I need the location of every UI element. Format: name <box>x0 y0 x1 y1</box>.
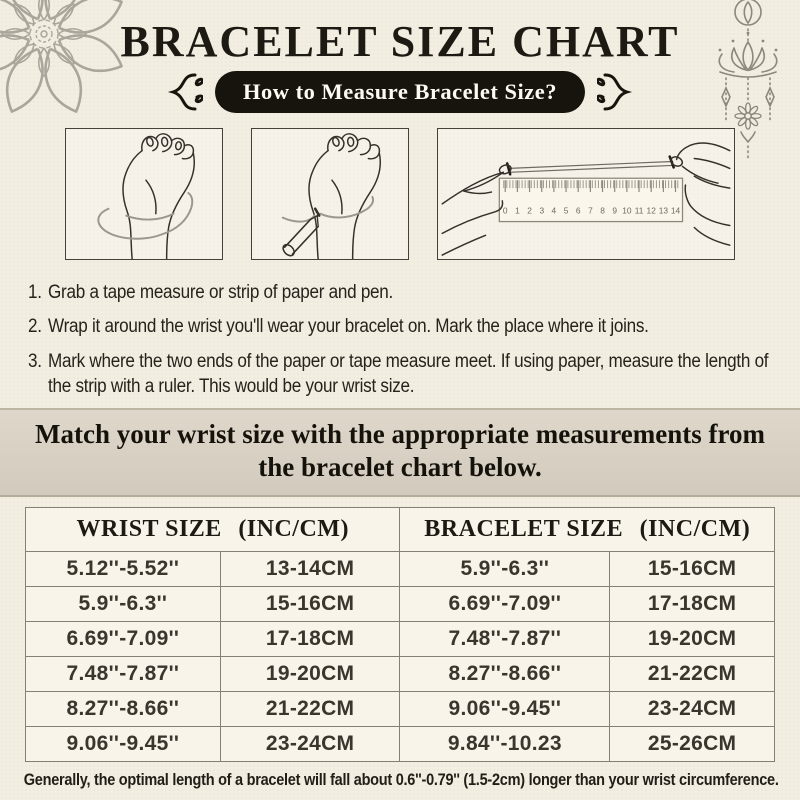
table-cell: 17-18CM <box>219 621 401 658</box>
ruler-number: 1 <box>515 206 520 216</box>
ruler-number: 0 <box>503 206 508 216</box>
ruler-number: 8 <box>600 206 605 216</box>
table-header-row: WRIST SIZE (INC/CM) BRACELET SIZE (INC/C… <box>24 507 775 553</box>
ruler-number: 11 <box>635 206 644 216</box>
flourish-right-icon <box>597 73 633 111</box>
wrist-size-header: WRIST SIZE (INC/CM) <box>24 507 401 553</box>
header-unit: (INC/CM) <box>639 516 751 543</box>
table-cell: 5.12''-5.52'' <box>25 551 221 588</box>
table-cell: 15-16CM <box>219 586 401 623</box>
ruler-number: 9 <box>612 206 617 216</box>
match-size-banner: Match your wrist size with the appropria… <box>0 407 800 498</box>
illustration-ruler-measure: 0 1 2 3 4 5 6 7 8 9 10 11 12 13 14 <box>437 128 735 261</box>
table-cell: 8.27''-8.66'' <box>399 656 611 693</box>
header-name: WRIST SIZE <box>76 516 222 543</box>
table-row: 5.12''-5.52'' 13-14CM 5.9''-6.3'' 15-16C… <box>25 551 775 588</box>
footer-note: Generally, the optimal length of a brace… <box>23 771 779 790</box>
table-cell: 8.27''-8.66'' <box>25 691 221 728</box>
table-cell: 5.9''-6.3'' <box>399 551 611 588</box>
table-cell: 9.06''-9.45'' <box>399 691 611 728</box>
step-1: 1. Grab a tape measure or strip of paper… <box>28 280 771 305</box>
table-row: 6.69''-7.09'' 17-18CM 7.48''-7.87'' 19-2… <box>25 621 775 658</box>
illustration-row: 0 1 2 3 4 5 6 7 8 9 10 11 12 13 14 <box>0 128 800 261</box>
size-table: WRIST SIZE (INC/CM) BRACELET SIZE (INC/C… <box>24 507 775 763</box>
table-cell: 6.69''-7.09'' <box>399 586 611 623</box>
mark-wrist-pen-icon <box>281 133 381 260</box>
step-2: 2. Wrap it around the wrist you'll wear … <box>28 314 771 339</box>
page-title: BRACELET SIZE CHART <box>120 17 680 66</box>
table-cell: 19-20CM <box>609 621 775 658</box>
step-text: Mark where the two ends of the paper or … <box>48 350 769 397</box>
table-row: 5.9''-6.3'' 15-16CM 6.69''-7.09'' 17-18C… <box>25 586 775 623</box>
table-cell: 17-18CM <box>609 586 775 623</box>
table-cell: 21-22CM <box>609 656 775 693</box>
table-cell: 9.84''-10.23 <box>399 726 611 763</box>
ruler-number: 13 <box>659 206 669 216</box>
illustration-mark-pen <box>251 128 409 261</box>
ruler-number: 3 <box>539 206 544 216</box>
subtitle-row: How to Measure Bracelet Size? <box>0 70 800 114</box>
table-cell: 5.9''-6.3'' <box>25 586 221 623</box>
table-cell: 23-24CM <box>609 691 775 728</box>
measure-steps: 1. Grab a tape measure or strip of paper… <box>28 280 771 398</box>
how-to-measure-banner: How to Measure Bracelet Size? <box>215 71 585 114</box>
ruler-number: 12 <box>647 206 657 216</box>
ruler-number: 5 <box>564 206 569 216</box>
header-name: BRACELET SIZE <box>424 516 624 543</box>
ruler-number: 7 <box>588 206 593 216</box>
bracelet-size-header: BRACELET SIZE (INC/CM) <box>399 507 775 553</box>
ruler-number: 2 <box>527 206 532 216</box>
step-3: 3. Mark where the two ends of the paper … <box>28 349 771 399</box>
table-row: 8.27''-8.66'' 21-22CM 9.06''-9.45'' 23-2… <box>25 691 775 728</box>
table-cell: 19-20CM <box>219 656 401 693</box>
table-row: 7.48''-7.87'' 19-20CM 8.27''-8.66'' 21-2… <box>25 656 775 693</box>
ruler-number: 6 <box>576 206 581 216</box>
step-number: 1. <box>28 282 42 304</box>
step-number: 2. <box>28 316 42 338</box>
illustration-wrap-tape <box>65 128 223 261</box>
ruler-number: 14 <box>671 206 681 216</box>
lotus-ornament-icon <box>718 0 778 161</box>
table-cell: 7.48''-7.87'' <box>399 621 611 658</box>
mandala-flower-icon <box>0 0 123 113</box>
table-cell: 15-16CM <box>609 551 775 588</box>
ruler-number: 4 <box>552 206 557 216</box>
table-cell: 23-24CM <box>219 726 401 763</box>
step-text: Wrap it around the wrist you'll wear you… <box>48 316 649 338</box>
header-unit: (INC/CM) <box>238 516 349 543</box>
table-cell: 13-14CM <box>219 551 401 588</box>
step-text: Grab a tape measure or strip of paper an… <box>48 282 394 304</box>
ruler-number: 10 <box>622 206 632 216</box>
table-cell: 25-26CM <box>609 726 775 763</box>
ruler-measure-icon: 0 1 2 3 4 5 6 7 8 9 10 11 12 13 14 <box>441 142 731 257</box>
table-cell: 21-22CM <box>219 691 401 728</box>
table-cell: 9.06''-9.45'' <box>25 726 221 763</box>
tape-around-wrist-icon <box>97 133 195 260</box>
table-cell: 6.69''-7.09'' <box>25 621 221 658</box>
step-number: 3. <box>28 350 42 372</box>
flourish-left-icon <box>167 73 203 111</box>
table-cell: 7.48''-7.87'' <box>25 656 221 693</box>
table-row: 9.06''-9.45'' 23-24CM 9.84''-10.23 25-26… <box>25 726 775 763</box>
